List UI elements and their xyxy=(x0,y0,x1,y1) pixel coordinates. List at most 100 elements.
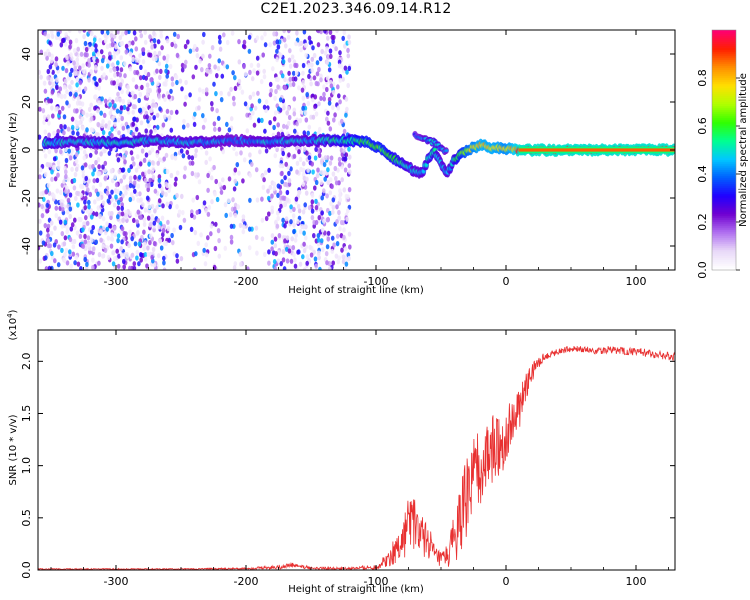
noise-cell xyxy=(237,170,241,176)
noise-cell xyxy=(285,189,290,196)
noise-cell xyxy=(325,59,330,65)
noise-cell xyxy=(105,190,110,196)
noise-cell xyxy=(113,103,117,109)
noise-cell xyxy=(145,82,150,88)
noise-cell xyxy=(331,197,336,203)
noise-cell xyxy=(100,123,104,129)
noise-cell xyxy=(158,106,162,112)
spectrogram-x-tick-label: -100 xyxy=(364,275,389,288)
colorbar-cell xyxy=(712,40,736,43)
noise-cell xyxy=(301,95,306,101)
noise-cell xyxy=(192,121,197,127)
noise-cell xyxy=(151,246,156,253)
noise-cell xyxy=(328,160,333,166)
noise-cell xyxy=(130,252,135,258)
noise-cell xyxy=(218,39,222,45)
noise-cell xyxy=(291,70,296,76)
colorbar-cell xyxy=(712,216,736,219)
noise-cell xyxy=(245,128,250,134)
noise-cell xyxy=(342,234,346,240)
noise-cell xyxy=(122,146,126,152)
spectrogram-y-tick-label: 40 xyxy=(20,47,33,61)
noise-cell xyxy=(68,249,72,255)
noise-cell xyxy=(336,105,341,111)
noise-cell xyxy=(78,30,82,34)
noise-cell xyxy=(93,94,98,100)
colorbar-cell xyxy=(712,36,736,39)
noise-cell xyxy=(171,240,175,246)
noise-cell xyxy=(106,198,111,204)
noise-cell xyxy=(156,218,161,224)
noise-cell xyxy=(102,112,107,118)
noise-cell xyxy=(97,260,101,266)
noise-cell xyxy=(281,257,286,263)
noise-cell xyxy=(108,96,112,102)
noise-cell xyxy=(307,205,312,211)
noise-cell xyxy=(81,173,86,179)
noise-cell xyxy=(217,253,222,259)
colorbar-cell xyxy=(712,210,736,213)
noise-cell xyxy=(91,224,95,231)
noise-cell xyxy=(78,100,82,106)
noise-cell xyxy=(153,208,157,214)
noise-cell xyxy=(103,160,108,166)
colorbar-cell xyxy=(712,268,736,271)
noise-cell xyxy=(251,91,256,97)
noise-cell xyxy=(45,55,49,61)
noise-cell xyxy=(348,169,352,175)
colorbar-cell xyxy=(712,226,736,229)
noise-cell xyxy=(57,244,61,250)
colorbar-cell xyxy=(712,190,736,193)
noise-cell xyxy=(289,166,293,172)
noise-cell xyxy=(241,178,245,184)
noise-cell xyxy=(56,262,61,268)
noise-cell xyxy=(76,202,80,208)
noise-cell xyxy=(173,181,178,187)
noise-cell xyxy=(167,94,171,100)
colorbar-cell xyxy=(712,58,736,61)
colorbar-cell xyxy=(712,76,736,79)
noise-cell xyxy=(242,44,247,50)
noise-cell xyxy=(292,229,296,235)
noise-cell xyxy=(83,40,88,47)
noise-cell xyxy=(216,65,221,72)
noise-cell xyxy=(257,98,262,104)
noise-cell xyxy=(294,145,299,151)
noise-cell xyxy=(115,66,120,72)
noise-cell xyxy=(74,254,79,261)
noise-cell xyxy=(195,53,200,59)
noise-cell xyxy=(315,173,320,179)
noise-cell xyxy=(303,110,308,116)
noise-cell xyxy=(53,258,57,264)
noise-cell xyxy=(68,39,73,45)
noise-cell xyxy=(194,148,198,154)
noise-cell xyxy=(229,223,234,229)
noise-cell xyxy=(305,260,310,266)
noise-cell xyxy=(56,128,60,134)
noise-cell xyxy=(38,218,42,224)
noise-cell xyxy=(71,244,76,250)
noise-cell xyxy=(54,213,59,219)
noise-cell xyxy=(91,51,96,57)
colorbar-cell xyxy=(712,110,736,113)
noise-cell xyxy=(294,62,299,69)
noise-cell xyxy=(225,121,229,127)
noise-cell xyxy=(108,55,112,61)
noise-cell xyxy=(305,176,309,182)
noise-cell xyxy=(250,103,254,109)
noise-cell xyxy=(127,242,131,249)
noise-cell xyxy=(142,221,147,227)
page-title: C2E1.2023.346.09.14.R12 xyxy=(260,1,452,17)
noise-cell xyxy=(249,62,254,68)
noise-cell xyxy=(75,76,80,82)
colorbar-cell xyxy=(712,44,736,47)
noise-cell xyxy=(193,111,197,117)
noise-cell xyxy=(269,88,274,94)
noise-cell xyxy=(341,254,346,260)
noise-cell xyxy=(278,163,283,169)
noise-cell xyxy=(326,110,330,116)
noise-cell xyxy=(334,180,339,186)
noise-cell xyxy=(120,31,125,37)
noise-cell xyxy=(172,31,177,37)
noise-cell xyxy=(173,151,178,157)
